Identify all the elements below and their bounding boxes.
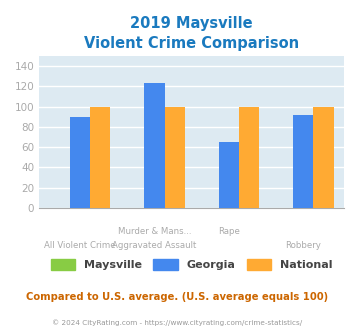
Text: Aggravated Assault: Aggravated Assault	[112, 241, 197, 250]
Text: Murder & Mans...: Murder & Mans...	[118, 227, 191, 236]
Bar	[90, 107, 110, 208]
Bar	[293, 115, 313, 208]
Text: Compared to U.S. average. (U.S. average equals 100): Compared to U.S. average. (U.S. average …	[26, 292, 329, 302]
Bar	[144, 83, 164, 208]
Text: Robbery: Robbery	[285, 241, 321, 250]
Text: Rape: Rape	[218, 227, 240, 236]
Title: 2019 Maysville
Violent Crime Comparison: 2019 Maysville Violent Crime Comparison	[84, 16, 299, 51]
Bar	[164, 107, 185, 208]
Text: All Violent Crime: All Violent Crime	[44, 241, 116, 250]
Bar	[313, 107, 334, 208]
Bar	[70, 117, 90, 208]
Bar	[219, 142, 239, 208]
Text: © 2024 CityRating.com - https://www.cityrating.com/crime-statistics/: © 2024 CityRating.com - https://www.city…	[53, 319, 302, 326]
Bar	[239, 107, 259, 208]
Legend: Maysville, Georgia, National: Maysville, Georgia, National	[51, 259, 333, 270]
